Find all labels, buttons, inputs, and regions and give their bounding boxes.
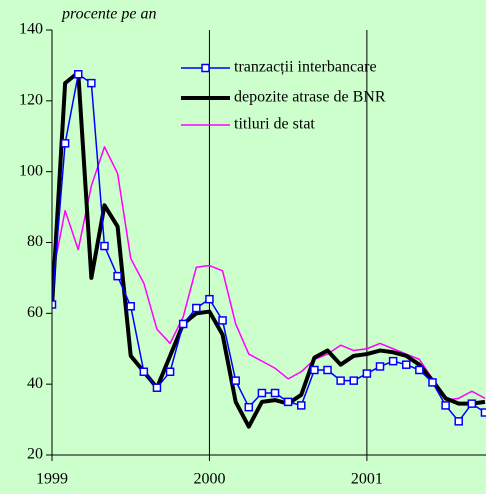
legend-marker (201, 63, 210, 73)
data-point (165, 367, 175, 377)
y-tick-label: 20 (27, 446, 43, 463)
data-point (388, 356, 398, 366)
data-point (310, 365, 319, 375)
data-point (113, 271, 122, 281)
data-point (139, 367, 149, 377)
data-point (218, 316, 227, 325)
data-point (336, 376, 345, 385)
data-point (362, 369, 372, 378)
data-point (467, 399, 477, 408)
y-tick-label: 120 (19, 92, 43, 109)
legend-label: depozite atrase de BNR (234, 89, 386, 106)
data-point (244, 402, 254, 412)
y-tick-label: 100 (19, 162, 43, 179)
series-line (52, 73, 486, 423)
data-point (60, 139, 70, 148)
data-point (87, 78, 96, 88)
data-point (323, 365, 332, 375)
data-point (205, 294, 214, 304)
legend-label: tranzacții interbancare (234, 59, 377, 76)
data-point (375, 362, 385, 371)
y-axis-label: procente pe an (61, 6, 156, 23)
data-point (257, 388, 267, 398)
y-tick-label: 140 (19, 21, 43, 38)
x-tick-label: 2001 (351, 471, 383, 488)
grid (208, 30, 368, 455)
data-point (480, 408, 486, 417)
data-point (270, 388, 280, 398)
data-point (415, 365, 424, 375)
x-tick-label: 1999 (36, 471, 68, 488)
data-point (283, 397, 293, 407)
data-point (152, 383, 162, 392)
data-point (100, 241, 109, 251)
data-point (428, 378, 437, 387)
data-point (52, 300, 57, 309)
axes: 20 40 60 80 100 120 140 1999 2000 2001 (19, 21, 486, 488)
data-point (192, 303, 201, 313)
data-point (73, 70, 83, 79)
data-point (126, 302, 135, 311)
plot-area (52, 70, 486, 429)
data-point (454, 417, 463, 426)
x-tick-label: 2000 (193, 471, 225, 488)
data-point (349, 376, 359, 385)
y-tick-label: 40 (27, 375, 43, 392)
legend-label: titluri de stat (234, 116, 315, 133)
data-point (178, 319, 188, 329)
data-point (231, 376, 240, 385)
data-point (297, 401, 306, 410)
data-point (441, 401, 450, 410)
series-line (52, 146, 486, 401)
y-tick-label: 80 (27, 233, 43, 250)
legend: tranzacții interbancare depozite atrase d… (181, 59, 386, 133)
data-point (401, 360, 411, 369)
y-tick-label: 60 (27, 304, 43, 321)
